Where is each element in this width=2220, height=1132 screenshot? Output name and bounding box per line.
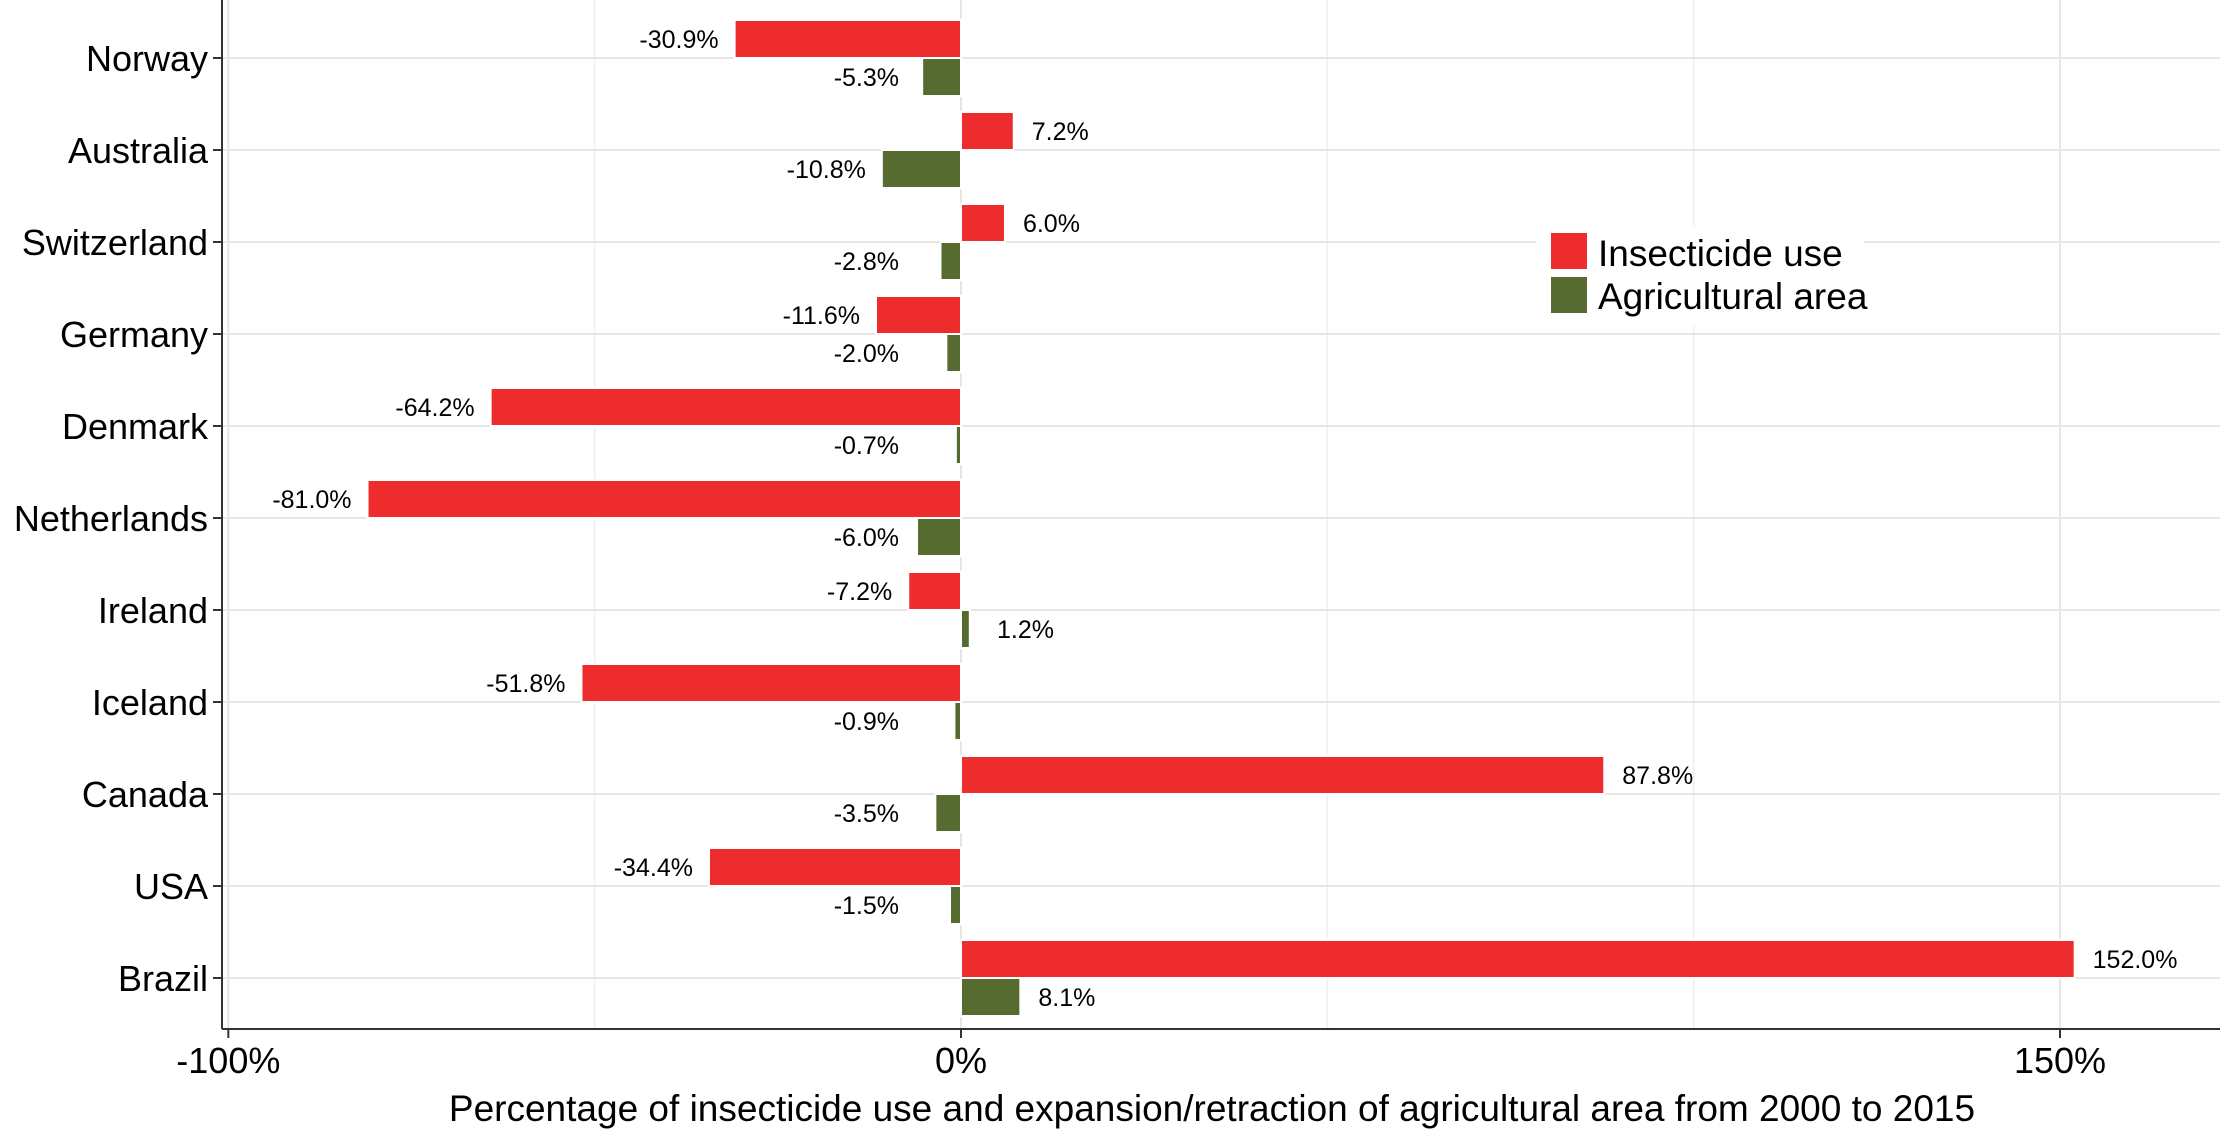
- bar-label-1-1: -10.8%: [787, 156, 866, 184]
- bar-1-5: [916, 517, 962, 557]
- category-label-3: Germany: [60, 314, 208, 355]
- bar-label-1-5: -6.0%: [834, 524, 899, 552]
- bar-label-0-5: -81.0%: [272, 486, 351, 514]
- bar-1-3: [945, 333, 963, 373]
- bar-label-1-7: -0.9%: [834, 708, 899, 736]
- bar-label-1-9: -1.5%: [834, 892, 899, 920]
- bar-0-6: [907, 571, 962, 611]
- category-label-1: Australia: [68, 130, 209, 171]
- bar-1-9: [949, 885, 963, 925]
- category-label-2: Switzerland: [22, 222, 208, 263]
- legend-swatch-agricultural-area: [1549, 275, 1589, 315]
- bar-label-0-3: -11.6%: [783, 302, 860, 330]
- x-tick-label-2: 150%: [2014, 1040, 2106, 1081]
- bar-0-10: [960, 939, 2076, 979]
- bar-0-1: [960, 111, 1015, 151]
- x-tick-label-0: -100%: [176, 1040, 280, 1081]
- bar-label-1-4: -0.7%: [834, 432, 899, 460]
- bar-1-0: [921, 57, 962, 97]
- bar-label-0-9: -34.4%: [614, 854, 693, 882]
- legend-label-agricultural-area: Agricultural area: [1598, 276, 1868, 317]
- bar-0-9: [707, 847, 962, 887]
- category-label-9: USA: [134, 866, 208, 907]
- bar-value-labels: -30.9% 7.2% 6.0% -11.6% -64.2% -81.0% -7.2% -51…: [272, 26, 2177, 1012]
- bar-1-2: [939, 241, 963, 281]
- bar-label-0-0: -30.9%: [639, 26, 718, 54]
- legend-swatch-insecticide-use: [1549, 231, 1589, 271]
- bar-0-5: [366, 479, 963, 519]
- bar-1-8: [934, 793, 963, 833]
- category-label-7: Iceland: [92, 682, 208, 723]
- legend-label-insecticide-use: Insecticide use: [1598, 233, 1843, 274]
- bar-label-1-6: 1.2%: [997, 616, 1054, 644]
- bar-label-1-8: -3.5%: [834, 800, 899, 828]
- x-tick-label-1: 0%: [935, 1040, 987, 1081]
- bar-1-10: [960, 977, 1022, 1017]
- category-label-0: Norway: [86, 38, 208, 79]
- bar-label-1-2: -2.8%: [834, 248, 899, 276]
- bar-label-0-7: -51.8%: [486, 670, 565, 698]
- bar-0-2: [960, 203, 1006, 243]
- x-axis-title: Percentage of insecticide use and expans…: [449, 1088, 1975, 1129]
- bar-label-0-2: 6.0%: [1023, 210, 1080, 238]
- bars: [366, 19, 2076, 1017]
- bar-0-3: [875, 295, 963, 335]
- bar-1-1: [880, 149, 963, 189]
- bar-0-4: [489, 387, 962, 427]
- bar-0-8: [960, 755, 1606, 795]
- bar-label-1-10: 8.1%: [1038, 984, 1095, 1012]
- bar-1-6: [960, 609, 971, 649]
- bar-1-7: [953, 701, 963, 741]
- bar-0-7: [580, 663, 962, 703]
- category-label-10: Brazil: [118, 958, 208, 999]
- bar-1-4: [954, 425, 963, 465]
- axes: Norway Australia Switzerland Germany Denmark…: [14, 0, 2220, 1081]
- category-label-6: Ireland: [98, 590, 208, 631]
- bar-label-0-4: -64.2%: [395, 394, 474, 422]
- bar-label-1-3: -2.0%: [834, 340, 899, 368]
- category-label-4: Denmark: [62, 406, 209, 447]
- bar-label-0-8: 87.8%: [1622, 762, 1693, 790]
- category-label-8: Canada: [82, 774, 209, 815]
- bar-label-1-0: -5.3%: [834, 64, 899, 92]
- category-label-5: Netherlands: [14, 498, 208, 539]
- legend: Insecticide use Agricultural area: [1536, 226, 1868, 326]
- bar-label-0-10: 152.0%: [2093, 946, 2178, 974]
- bar-0-0: [733, 19, 963, 59]
- bar-label-0-6: -7.2%: [827, 578, 892, 606]
- bar-label-0-1: 7.2%: [1032, 118, 1089, 146]
- legend-background: [1536, 226, 1864, 326]
